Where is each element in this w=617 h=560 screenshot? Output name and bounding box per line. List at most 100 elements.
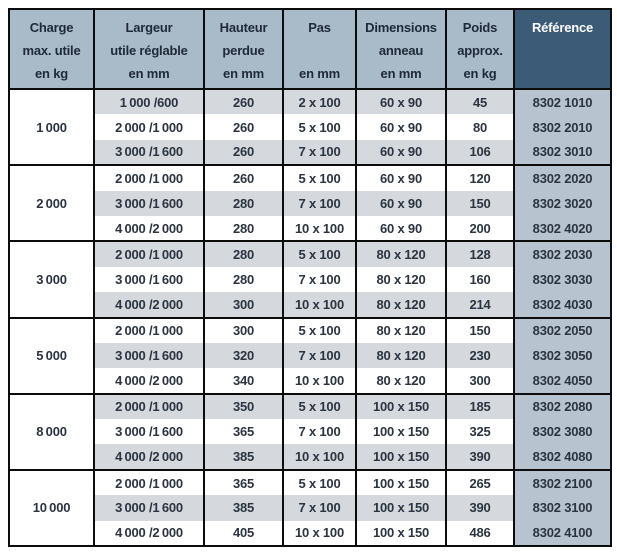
table-row: 4 000 /2 000 340 10 x 100 80 x 120 300 8302 4… (9, 368, 612, 394)
hauteur-perdue-cell: 365 (203, 419, 284, 445)
charge-max-utile-cell: 8 000 (8, 392, 95, 470)
header-line: Charge (29, 20, 74, 35)
pas-cell: 7 x 100 (282, 266, 357, 293)
hauteur-perdue-cell: 385 (203, 444, 284, 470)
header-line: en mm (128, 66, 170, 81)
pas-cell: 10 x 100 (282, 215, 357, 242)
reference-cell: 8302 2010 (513, 114, 612, 140)
dimensions-anneau-cell: 60 x 90 (355, 190, 447, 216)
reference-cell: 8302 2080 (513, 392, 612, 420)
header-line: Pas (308, 20, 331, 35)
reference-cell: 8302 3020 (513, 190, 612, 216)
hauteur-perdue-cell: 260 (203, 139, 284, 166)
largeur-utile-cell: 4 000 /2 000 (93, 520, 205, 547)
dimensions-anneau-cell: 80 x 120 (355, 316, 447, 343)
pas-cell: 10 x 100 (282, 520, 357, 547)
table-row: 8 000 2 000 /1 000 350 5 x 100 100 x 150 185 8… (8, 392, 612, 470)
table-row: 3 000 /1 600 280 7 x 100 60 x 90 150 8302 302… (9, 190, 612, 216)
header-line: Poids (462, 20, 498, 35)
largeur-utile-cell: 2 000 /1 000 (93, 240, 205, 267)
header-line (515, 62, 610, 85)
largeur-utile-cell: 3 000 /1 600 (93, 495, 205, 521)
reference-cell: 8302 2030 (513, 240, 612, 267)
table-row: 4 000 /2 000 405 10 x 100 100 x 150 486 8302 … (9, 520, 612, 547)
hauteur-perdue-cell: 280 (203, 190, 284, 216)
pas-cell: 10 x 100 (282, 444, 357, 470)
dimensions-anneau-cell: 60 x 90 (355, 139, 447, 166)
pas-cell: 7 x 100 (282, 419, 357, 445)
charge-max-utile-cell: 5 000 (8, 316, 95, 394)
largeur-utile-cell: 1 000 /600 (93, 87, 205, 115)
poids-cell: 45 (445, 87, 515, 115)
largeur-utile-cell: 3 000 /1 600 (93, 419, 205, 445)
header-dimensions-anneau: Dimensions anneau en mm (355, 8, 447, 90)
pas-cell: 5 x 100 (282, 114, 357, 140)
table-row: 5 000 2 000 /1 000 300 5 x 100 80 x 120 150 83… (8, 316, 612, 394)
pas-cell: 10 x 100 (282, 368, 357, 394)
reference-cell: 8302 3030 (513, 266, 612, 293)
table-row: 10 000 2 000 /1 000 365 5 x 100 100 x 150 265… (8, 468, 612, 547)
product-spec-table: Charge max. utile en kg Largeur utile ré… (8, 8, 612, 548)
header-line: utile réglable (110, 43, 188, 58)
poids-cell: 106 (445, 139, 515, 166)
table-row: 3 000 2 000 /1 000 280 5 x 100 80 x 120 128 83… (8, 240, 612, 318)
poids-cell: 150 (445, 190, 515, 216)
hauteur-perdue-cell: 280 (203, 215, 284, 242)
dimensions-anneau-cell: 100 x 150 (355, 468, 447, 496)
table-row: 3 000 /1 600 385 7 x 100 100 x 150 390 8302 3… (9, 495, 612, 521)
dimensions-anneau-cell: 80 x 120 (355, 368, 447, 394)
pas-cell: 5 x 100 (282, 164, 357, 191)
largeur-utile-cell: 2 000 /1 000 (93, 392, 205, 420)
header-line: en kg (463, 66, 497, 81)
poids-cell: 390 (445, 444, 515, 470)
header-line: en mm (299, 66, 340, 81)
largeur-utile-cell: 2 000 /1 000 (93, 468, 205, 496)
charge-max-utile-cell: 3 000 (8, 240, 95, 318)
poids-cell: 390 (445, 495, 515, 521)
charge-max-utile-cell: 2 000 (8, 164, 95, 242)
poids-cell: 230 (445, 342, 515, 369)
hauteur-perdue-cell: 350 (203, 392, 284, 420)
largeur-utile-cell: 4 000 /2 000 (93, 444, 205, 470)
table-row: 3 000 /1 600 260 7 x 100 60 x 90 106 8302 301… (9, 139, 612, 166)
pas-cell: 5 x 100 (282, 316, 357, 343)
largeur-utile-cell: 4 000 /2 000 (93, 215, 205, 242)
pas-cell: 7 x 100 (282, 495, 357, 521)
largeur-utile-cell: 3 000 /1 600 (93, 342, 205, 369)
pas-cell: 10 x 100 (282, 292, 357, 318)
largeur-utile-cell: 3 000 /1 600 (93, 266, 205, 293)
hauteur-perdue-cell: 405 (203, 520, 284, 547)
largeur-utile-cell: 3 000 /1 600 (93, 190, 205, 216)
header-pas: Pas en mm (282, 8, 357, 90)
pas-cell: 2 x 100 (282, 87, 357, 115)
table-row: 4 000 /2 000 280 10 x 100 60 x 90 200 8302 40… (9, 215, 612, 242)
dimensions-anneau-cell: 100 x 150 (355, 444, 447, 470)
table-row: 3 000 /1 600 365 7 x 100 100 x 150 325 8302 3… (9, 419, 612, 445)
poids-cell: 214 (445, 292, 515, 318)
header-line: Largeur (125, 20, 173, 35)
hauteur-perdue-cell: 260 (203, 114, 284, 140)
largeur-utile-cell: 4 000 /2 000 (93, 368, 205, 394)
largeur-utile-cell: 2 000 /1 000 (93, 316, 205, 343)
header-line (284, 39, 355, 62)
header-line: perdue (222, 43, 265, 58)
dimensions-anneau-cell: 80 x 120 (355, 292, 447, 318)
reference-cell: 8302 4050 (513, 368, 612, 394)
poids-cell: 486 (445, 520, 515, 547)
dimensions-anneau-cell: 80 x 120 (355, 342, 447, 369)
largeur-utile-cell: 2 000 /1 000 (93, 164, 205, 191)
pas-cell: 7 x 100 (282, 342, 357, 369)
table-row: 4 000 /2 000 300 10 x 100 80 x 120 214 8302 4… (9, 292, 612, 318)
header-line: Hauteur (219, 20, 268, 35)
table-row: 2 000 2 000 /1 000 260 5 x 100 60 x 90 120 830… (8, 164, 612, 242)
hauteur-perdue-cell: 280 (203, 266, 284, 293)
poids-cell: 80 (445, 114, 515, 140)
dimensions-anneau-cell: 100 x 150 (355, 495, 447, 521)
reference-cell: 8302 2020 (513, 164, 612, 191)
pas-cell: 7 x 100 (282, 190, 357, 216)
header-line: Dimensions (365, 20, 437, 35)
table-row: 3 000 /1 600 320 7 x 100 80 x 120 230 8302 30… (9, 342, 612, 369)
poids-cell: 265 (445, 468, 515, 496)
reference-cell: 8302 3050 (513, 342, 612, 369)
header-largeur-utile: Largeur utile réglable en mm (93, 8, 205, 90)
